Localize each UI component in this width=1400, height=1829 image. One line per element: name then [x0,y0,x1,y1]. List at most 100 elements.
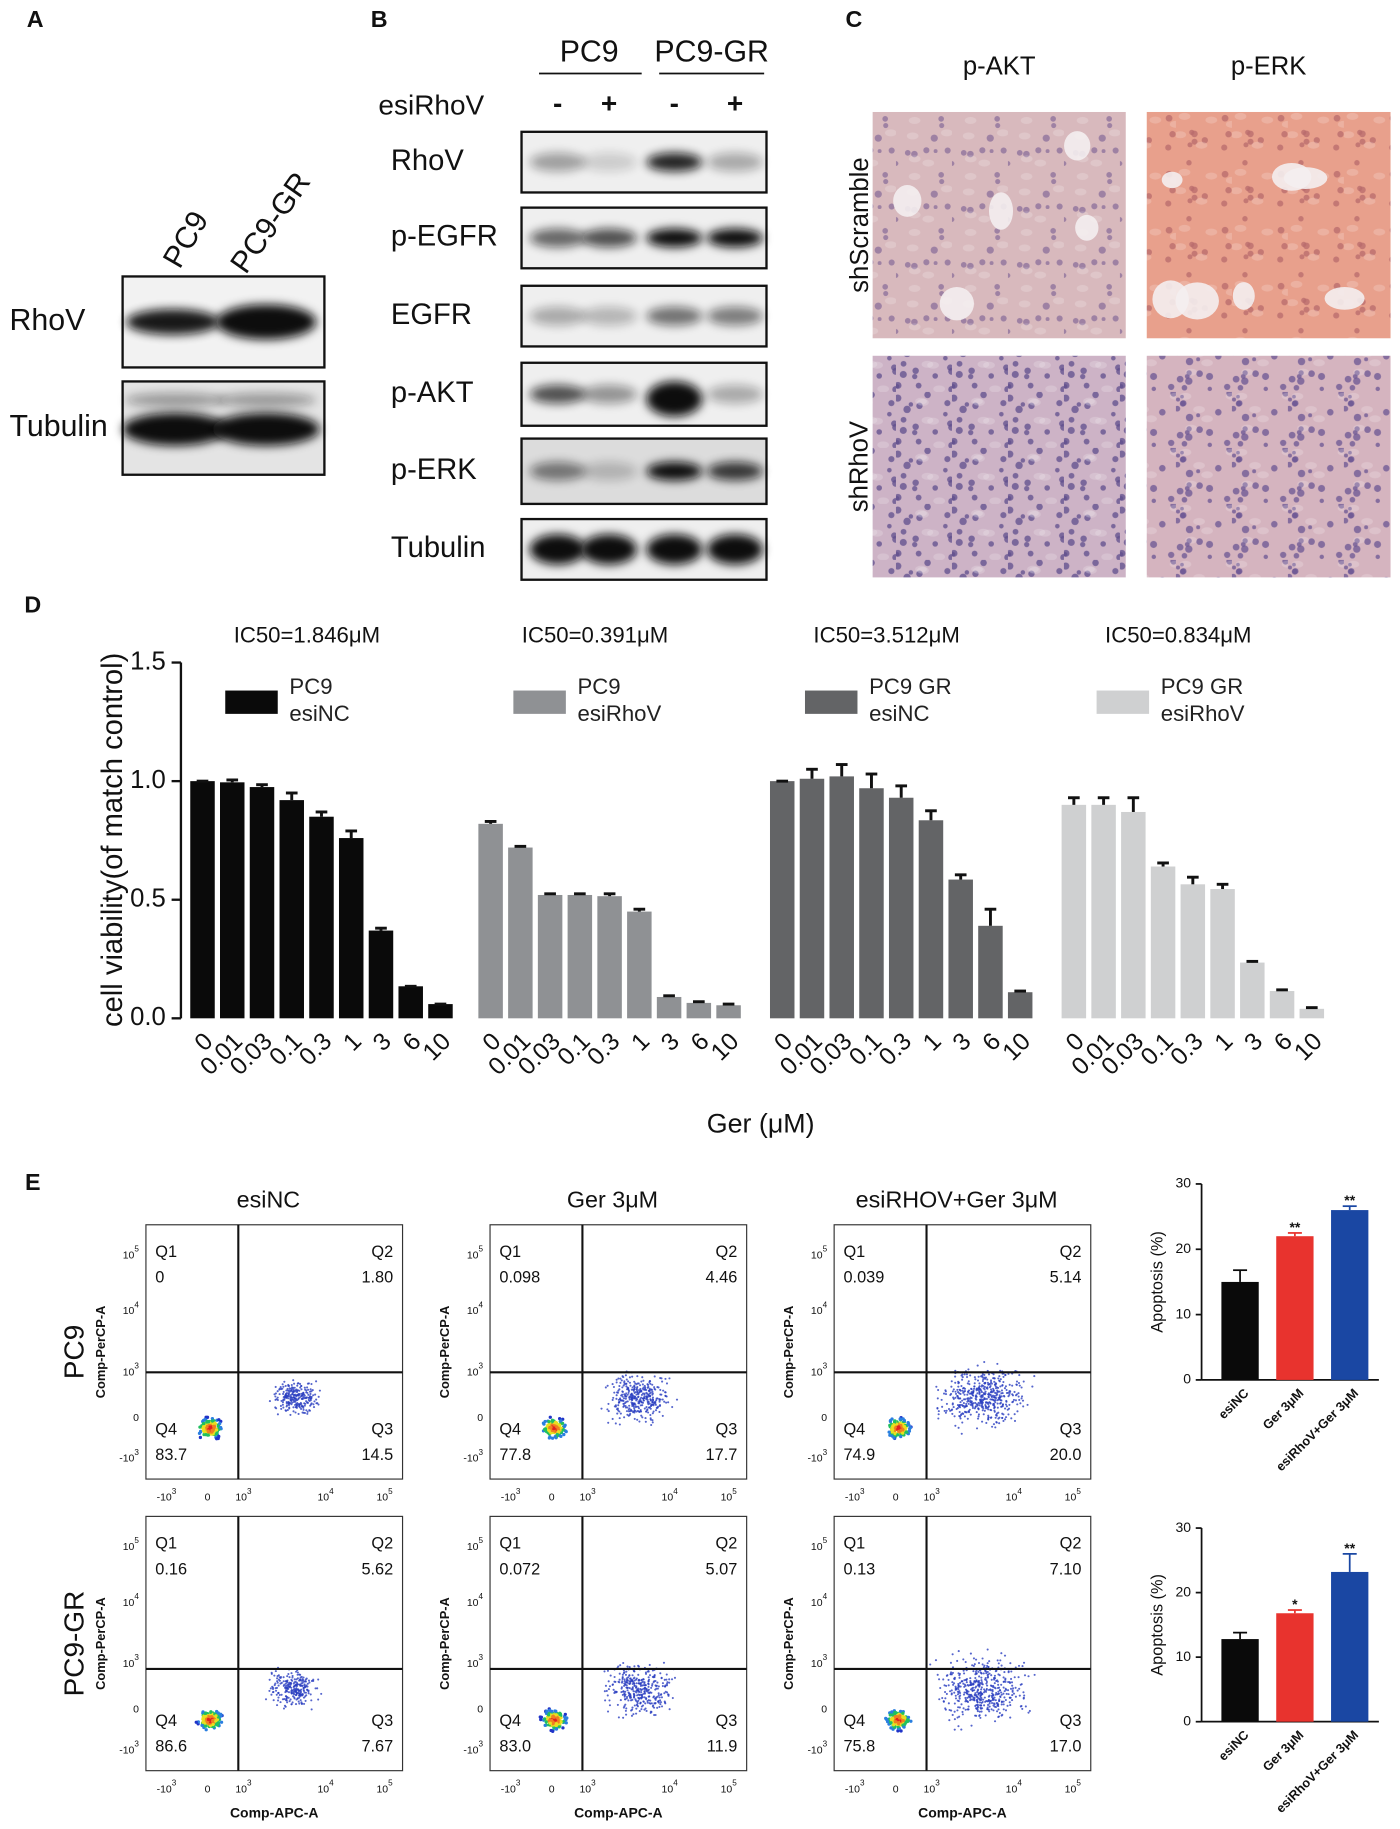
tick-base: 10 [317,1492,329,1503]
flow-dot [1002,1375,1005,1378]
flow-dot [635,1685,638,1688]
flow-dot [942,1678,945,1681]
quadrant-value: 20.0 [1050,1446,1082,1464]
flow-dot [982,1413,985,1416]
bar [220,782,245,1019]
flow-dot [960,1432,963,1435]
flow-dot [559,1419,563,1423]
flow-dot [629,1681,632,1685]
axis-tick-label: 0 [477,1704,483,1715]
treatment-sign: + [601,87,617,118]
tick-base: -10 [501,1784,516,1795]
tick-exponent: 3 [823,1653,828,1662]
flow-dot [632,1388,635,1391]
y-tick-label: 20 [1176,1240,1192,1256]
flow-dot [665,1401,668,1404]
flow-dot [606,1408,609,1411]
tick-exponent: 4 [134,1592,139,1601]
flow-dot [645,1698,648,1701]
flow-dot [1008,1390,1011,1393]
flow-dot [936,1406,939,1410]
flow-dot [1018,1694,1021,1697]
flow-dot [618,1410,621,1413]
tick-base: 10 [123,1250,135,1261]
flow-dot [1001,1403,1004,1406]
blot-band [706,306,763,326]
flow-dot [656,1681,659,1684]
flow-dot [989,1391,993,1394]
flow-dot [558,1712,562,1716]
blot-band [122,412,228,446]
flow-dot [285,1699,288,1702]
flow-dot [284,1684,288,1687]
flow-dot [961,1399,964,1402]
flow-dot [637,1679,640,1682]
flow-dot [283,1397,286,1400]
flow-dot [1002,1692,1005,1695]
flow-dot [961,1680,964,1683]
flow-dot [628,1687,631,1690]
bar [918,820,944,1019]
flow-dot [987,1406,990,1409]
flow-dot [284,1705,287,1708]
tick-base: 0 [893,1492,899,1503]
flow-dot [975,1395,978,1398]
flow-dot [644,1684,647,1687]
axis-tick-label: -103 [157,1779,177,1795]
flow-dot [953,1728,956,1731]
flow-dot [623,1678,626,1681]
flow-dot [665,1678,668,1681]
flow-dot [285,1409,288,1412]
flow-dot [981,1373,984,1376]
bar [1210,889,1235,1019]
flow-dot [1004,1373,1007,1377]
flow-dot [971,1406,974,1410]
flow-dot [890,1417,894,1421]
flow-dot [994,1693,997,1696]
flow-dot [1009,1662,1012,1665]
flow-dot [309,1392,312,1396]
flow-dot [280,1693,283,1696]
flow-dot [635,1399,638,1402]
flow-dot [211,1718,215,1723]
flow-dot [658,1705,661,1709]
flow-dot [638,1410,641,1413]
flow-dot [648,1406,651,1409]
blot-band [529,306,586,326]
flow-dot [654,1688,657,1691]
tick-base: 0 [477,1413,483,1424]
flow-dot [1002,1419,1005,1423]
flow-dot [888,1433,892,1437]
flow-dot [965,1373,968,1376]
flow-dot [663,1678,666,1681]
flow-dot [651,1390,654,1393]
flow-dot [964,1405,967,1408]
flow-dot [631,1402,634,1406]
tick-exponent: 3 [860,1779,865,1788]
flow-dot [647,1685,650,1688]
flow-dot [975,1714,978,1717]
flow-dot [624,1673,627,1676]
axis-tick-label: 103 [924,1487,941,1503]
flow-dot [992,1423,996,1426]
flow-dot [1009,1704,1012,1707]
flow-dot [967,1389,971,1392]
flow-dot [204,1724,208,1728]
flow-dot [977,1375,980,1378]
flow-dot [636,1694,639,1697]
blot-band [529,384,586,404]
flow-dot [307,1388,310,1391]
flow-dot [290,1692,293,1695]
panel-label: C [846,6,863,32]
x-tick-label: 1 [1210,1028,1239,1057]
flow-dot [641,1416,644,1419]
flow-dot [993,1380,996,1383]
flow-dot [634,1405,637,1408]
flow-dot [992,1698,995,1701]
flow-dot [298,1683,301,1686]
flow-dot [306,1688,309,1691]
flow-dot [983,1704,986,1707]
flow-dot [992,1387,995,1390]
axis-tick-label: 105 [811,1536,828,1552]
flow-dot [1022,1380,1025,1383]
